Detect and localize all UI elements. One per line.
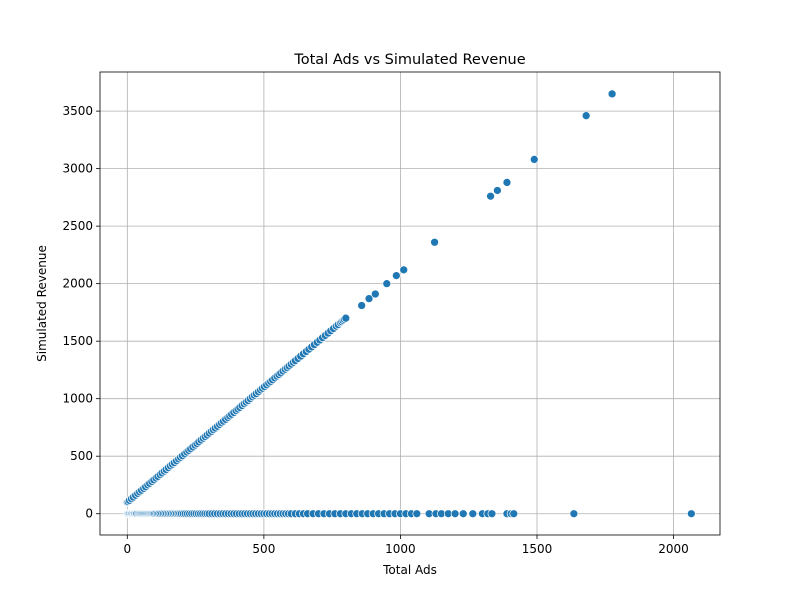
data-point xyxy=(458,509,468,519)
x-axis-label: Total Ads xyxy=(382,563,437,577)
x-tick-label: 0 xyxy=(123,542,131,556)
y-tick-label: 3000 xyxy=(62,162,93,176)
data-point xyxy=(430,237,439,247)
data-point xyxy=(502,178,512,187)
data-point xyxy=(581,111,591,121)
data-point xyxy=(399,265,409,275)
data-point xyxy=(569,509,579,519)
plot-frame xyxy=(99,71,721,536)
y-tick-label: 1000 xyxy=(62,392,93,406)
data-point xyxy=(686,509,696,519)
data-point xyxy=(450,509,460,519)
y-tick-label: 3500 xyxy=(62,104,93,118)
data-point xyxy=(391,271,401,280)
data-point xyxy=(341,313,351,323)
data-point xyxy=(529,155,539,164)
y-axis-label: Simulated Revenue xyxy=(35,245,49,362)
x-tick-label: 1500 xyxy=(522,542,553,556)
data-point xyxy=(509,509,519,519)
data-point xyxy=(487,509,497,519)
y-tick-label: 0 xyxy=(85,507,93,521)
data-point xyxy=(370,289,380,299)
data-point xyxy=(357,301,367,310)
chart-title: Total Ads vs Simulated Revenue xyxy=(293,52,525,68)
data-point xyxy=(607,89,617,99)
grid xyxy=(100,72,720,535)
data-point xyxy=(364,294,374,303)
data-point xyxy=(412,509,422,519)
y-tick-label: 500 xyxy=(70,449,93,463)
x-tick-label: 1000 xyxy=(385,542,416,556)
data-point xyxy=(486,191,495,201)
data-point xyxy=(382,279,392,289)
x-tick-label: 2000 xyxy=(658,542,689,556)
y-tick-label: 1500 xyxy=(62,334,93,348)
axis-ticks: 0 500 1000 1500 2000 0 500 1000 1500 2000 2500 3000… xyxy=(62,104,688,556)
y-tick-label: 2000 xyxy=(62,277,93,291)
y-tick-label: 2500 xyxy=(62,219,93,233)
data-points xyxy=(122,89,696,519)
x-tick-label: 500 xyxy=(252,542,275,556)
data-point xyxy=(493,186,502,195)
data-point xyxy=(468,509,478,519)
